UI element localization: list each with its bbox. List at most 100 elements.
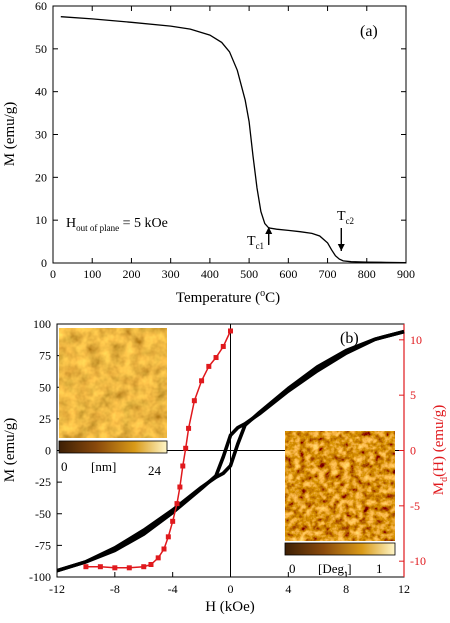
panel-b-y-ticks: -100 -75 -50 -25 0 25 50 75 100 <box>29 317 62 584</box>
y2label-sub: d <box>439 477 450 482</box>
md-point <box>97 564 103 570</box>
x-tick-label: 4 <box>285 582 291 596</box>
tc1-main: T <box>247 234 256 249</box>
panel-b-hysteresis-loop <box>56 329 405 573</box>
afm-colorbar-min: 0 <box>61 459 68 474</box>
annotation-sub: out of plane <box>76 223 119 233</box>
tc1-sub: c1 <box>256 241 265 251</box>
y-tick-label: -25 <box>35 475 51 489</box>
md-point <box>177 484 183 490</box>
xlabel-end: C) <box>265 290 280 306</box>
md-point <box>199 378 205 384</box>
panel-a-magnetization-curve <box>60 16 407 264</box>
tc2-sub: c2 <box>346 216 355 226</box>
panel-a-x-axis-label: Temperature (oC) <box>176 288 280 306</box>
panel-b-y2-axis-label: Md(H) (emu/g) <box>431 405 450 495</box>
y2-tick-label: -5 <box>410 499 420 513</box>
annotation-value: = 5 kOe <box>119 216 168 231</box>
y-tick-label: 40 <box>35 85 47 99</box>
panel-a-field-annotation: Hout of plane = 5 kOe <box>66 216 168 233</box>
y2label-end: (H) (emu/g) <box>431 405 447 477</box>
md-point <box>220 343 226 349</box>
panel-a-y-ticks: 0 10 20 30 40 50 60 <box>35 0 406 270</box>
panel-b-label: (b) <box>340 330 359 347</box>
y-tick-label: -50 <box>35 507 51 521</box>
x-tick-label: 700 <box>319 267 337 281</box>
md-point <box>191 398 197 404</box>
mfm-colorbar-max: 1 <box>376 561 383 576</box>
xlabel-sup: o <box>260 288 265 299</box>
x-tick-label: -12 <box>49 582 65 596</box>
tc2-main: T <box>337 209 346 224</box>
x-tick-label: -4 <box>168 582 178 596</box>
y2label-main: M <box>431 482 447 495</box>
y2-tick-label: 10 <box>410 333 422 347</box>
arrow-head <box>337 244 345 251</box>
tc1-label: Tc1 <box>247 234 264 251</box>
afm-colorbar <box>58 440 168 454</box>
panel-a-x-ticks: 0 100 200 300 400 500 600 700 800 900 <box>50 6 415 281</box>
y-tick-label: 50 <box>35 42 47 56</box>
x-tick-label: 12 <box>398 582 410 596</box>
md-point <box>186 425 192 431</box>
y-tick-label: 10 <box>35 213 47 227</box>
x-tick-label: 900 <box>397 267 415 281</box>
md-point <box>206 363 212 369</box>
y2-tick-label: -10 <box>410 554 426 568</box>
x-tick-label: 0 <box>228 582 234 596</box>
x-tick-label: 500 <box>240 267 258 281</box>
hysteresis-branch <box>56 329 405 573</box>
y-tick-label: 30 <box>35 128 47 142</box>
arrow-head <box>265 227 273 234</box>
y-tick-label: -100 <box>29 570 51 584</box>
y-tick-label: 75 <box>39 349 51 363</box>
md-point <box>155 555 161 561</box>
tc2-arrow-icon <box>337 228 345 251</box>
tc1-arrow-icon <box>265 227 273 245</box>
md-point <box>180 463 186 469</box>
afm-inset: 0 [nm] 24 <box>58 327 168 478</box>
x-tick-label: 8 <box>343 582 349 596</box>
x-tick-label: 100 <box>83 267 101 281</box>
panel-b-y2-ticks: -10 -5 0 5 10 <box>399 333 426 568</box>
md-point <box>141 564 147 570</box>
tc2-label: Tc2 <box>337 209 354 226</box>
md-point <box>161 546 167 552</box>
panel-a-label: (a) <box>360 23 378 40</box>
panel-b-x-ticks: -12 -8 -4 0 4 8 12 <box>49 572 410 596</box>
y2-tick-label: 5 <box>410 388 416 402</box>
x-tick-label: 400 <box>201 267 219 281</box>
md-point <box>183 445 189 451</box>
afm-colorbar-unit: [nm] <box>91 459 116 474</box>
md-point <box>165 534 171 540</box>
x-tick-label: 300 <box>162 267 180 281</box>
afm-image <box>58 327 168 439</box>
x-tick-label: 200 <box>122 267 140 281</box>
y-tick-label: 0 <box>45 444 51 458</box>
x-tick-label: -8 <box>110 582 120 596</box>
md-point <box>112 565 118 571</box>
md-point <box>148 561 154 567</box>
y-tick-label: 100 <box>33 317 51 331</box>
y-tick-label: 20 <box>35 170 47 184</box>
afm-colorbar-max: 24 <box>148 463 162 478</box>
md-point <box>174 501 180 507</box>
md-point <box>126 565 132 571</box>
md-point <box>170 518 176 524</box>
mfm-colorbar-min: 0 <box>289 561 296 576</box>
mfm-colorbar-unit: [Deg.] <box>318 561 352 576</box>
y-tick-label: -75 <box>35 538 51 552</box>
panel-b-x-axis-label: H (kOe) <box>205 599 255 615</box>
x-tick-label: 600 <box>279 267 297 281</box>
y2-tick-label: 0 <box>410 444 416 458</box>
xlabel-main: Temperature ( <box>176 290 260 306</box>
mfm-colorbar <box>284 542 396 556</box>
y-tick-label: 25 <box>39 412 51 426</box>
hysteresis-branch <box>56 329 405 573</box>
x-tick-label: 0 <box>50 267 56 281</box>
x-tick-label: 800 <box>358 267 376 281</box>
panel-b-md-curve <box>83 328 233 571</box>
annotation-h: H <box>66 216 76 231</box>
